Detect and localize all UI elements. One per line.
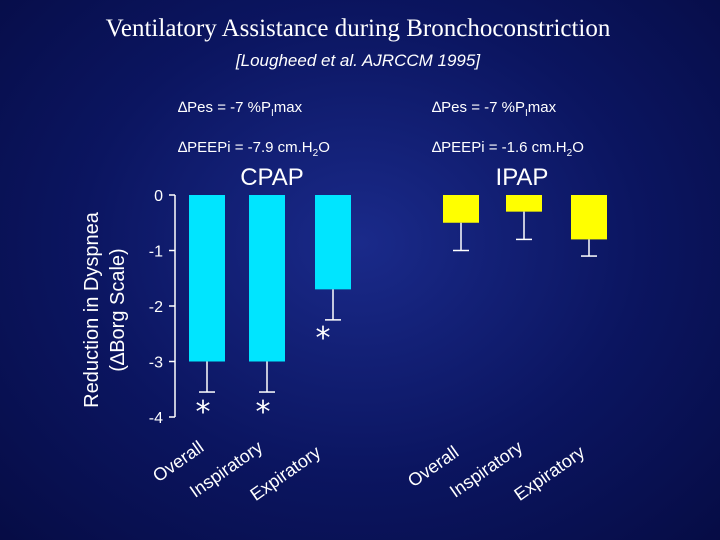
slide-title: Ventilatory Assistance during Bronchocon… [106, 15, 611, 42]
bar-cpap-inspiratory [249, 195, 285, 362]
ipap-pes-annotation: ∆Pes = -7 %PImax [432, 99, 557, 119]
bar-cpap-expiratory [315, 195, 351, 290]
bar-ipap-inspiratory [506, 195, 542, 212]
bar-cpap-overall [189, 195, 225, 362]
significance-marker: * [196, 395, 211, 430]
significance-marker: * [256, 395, 271, 430]
cpap-peepi-annotation: ∆PEEPi = -7.9 cm.H2O [178, 139, 330, 159]
group-label-ipap: IPAP [496, 164, 549, 191]
citation: [Lougheed et al. AJRCCM 1995] [235, 51, 481, 70]
bar-chart: 0 -1 -2 -3 -4 Reduction in Dyspnea (∆Borg Scal… [81, 164, 607, 505]
bar-ipap-overall [443, 195, 479, 223]
ipap-peepi-annotation: ∆PEEPi = -1.6 cm.H2O [432, 139, 584, 159]
significance-marker: * [316, 321, 331, 356]
y-tick-label: -4 [149, 410, 163, 427]
y-tick-label: 0 [154, 188, 163, 205]
y-tick-label: -3 [149, 355, 163, 372]
cpap-pes-annotation: ∆Pes = -7 %PImax [178, 99, 303, 119]
y-axis-label: Reduction in Dyspnea [81, 211, 103, 408]
bar-ipap-expiratory [571, 195, 607, 240]
y-tick-label: -1 [149, 244, 163, 261]
y-axis-label-line2: (∆Borg Scale) [107, 248, 129, 371]
group-label-cpap: CPAP [240, 164, 304, 191]
y-tick-label: -2 [149, 299, 163, 316]
